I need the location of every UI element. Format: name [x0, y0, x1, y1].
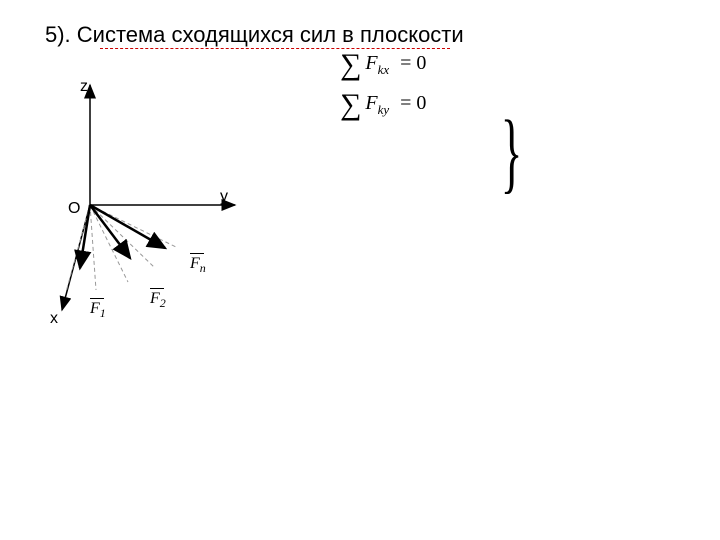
- equation-text: Fkx = 0: [365, 52, 426, 78]
- equation-row: ∑ Fkx = 0: [340, 45, 426, 85]
- x-axis-label: x: [50, 310, 58, 328]
- z-axis-label: z: [80, 78, 88, 96]
- force-vector-f2: [90, 205, 130, 258]
- dashed-line: [90, 205, 96, 290]
- y-axis-label: y: [220, 188, 228, 206]
- vector-label-fn: Fn: [190, 255, 206, 276]
- equation-text: Fky = 0: [365, 92, 426, 118]
- equation-row: ∑ Fky = 0: [340, 85, 426, 125]
- sigma-symbol: ∑: [340, 48, 361, 82]
- sigma-symbol: ∑: [340, 88, 361, 122]
- equations-block: ∑ Fkx = 0 ∑ Fky = 0: [340, 45, 426, 125]
- origin-label: O: [68, 200, 80, 218]
- brace-symbol: }: [501, 108, 523, 198]
- vector-label-f2: F2: [150, 290, 166, 311]
- vector-label-f1: F1: [90, 300, 106, 321]
